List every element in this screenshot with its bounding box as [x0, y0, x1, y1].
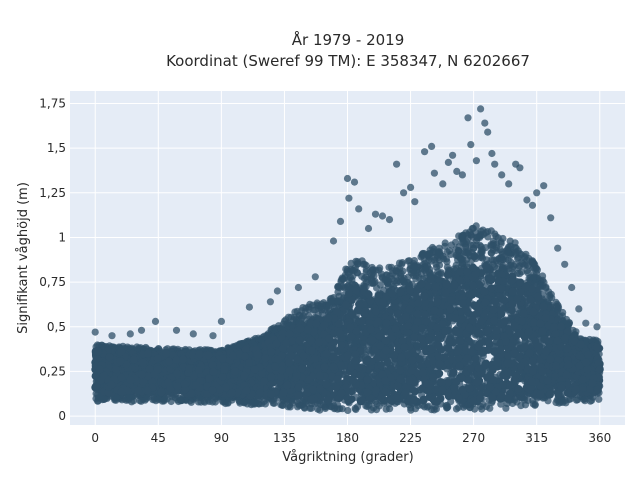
data-point — [373, 400, 381, 408]
data-point — [333, 297, 341, 305]
data-point — [382, 405, 390, 413]
data-point — [452, 246, 460, 254]
data-point — [411, 263, 419, 271]
data-point — [432, 405, 440, 413]
data-point — [588, 396, 596, 404]
data-point — [458, 256, 466, 264]
data-point — [554, 302, 562, 310]
data-point — [452, 238, 460, 246]
data-point — [514, 254, 522, 262]
data-point — [344, 282, 352, 291]
data-point — [321, 404, 329, 412]
data-point — [444, 403, 452, 411]
data-point — [407, 406, 415, 414]
data-point — [595, 395, 603, 403]
data-point — [492, 240, 501, 248]
data-point — [452, 405, 461, 413]
data-point — [486, 404, 494, 412]
data-point — [302, 304, 310, 312]
data-point — [471, 252, 479, 260]
data-point — [369, 266, 377, 274]
data-point — [488, 256, 496, 264]
data-point — [484, 233, 492, 241]
data-point — [344, 406, 352, 415]
data-point — [187, 398, 195, 406]
data-point — [548, 294, 556, 302]
chart-title-line-1: År 1979 - 2019 — [292, 30, 405, 49]
data-point — [518, 268, 526, 276]
data-point — [478, 254, 487, 262]
data-point — [365, 401, 373, 409]
data-point — [370, 272, 378, 280]
data-point — [531, 401, 539, 409]
data-point — [373, 284, 381, 292]
data-point — [333, 405, 342, 413]
data-point — [286, 403, 294, 411]
chart-title-line-2: Koordinat (Sweref 99 TM): E 358347, N 62… — [166, 52, 530, 70]
data-point — [559, 398, 567, 406]
data-point — [375, 266, 383, 274]
data-point — [372, 406, 381, 414]
data-point — [522, 250, 530, 258]
data-point — [492, 232, 500, 240]
data-point — [404, 273, 412, 281]
data-point — [533, 269, 541, 277]
data-points — [91, 105, 604, 415]
data-point — [464, 235, 472, 243]
data-point — [360, 260, 368, 268]
data-point — [435, 261, 444, 269]
data-point — [441, 239, 449, 247]
data-point — [177, 397, 185, 405]
data-point — [345, 276, 353, 284]
data-point — [405, 257, 413, 265]
data-point — [314, 405, 322, 413]
data-point — [298, 313, 306, 322]
data-point — [327, 298, 335, 306]
data-point — [539, 272, 547, 280]
data-point — [528, 258, 537, 266]
data-point — [351, 404, 359, 412]
data-point — [410, 257, 418, 265]
